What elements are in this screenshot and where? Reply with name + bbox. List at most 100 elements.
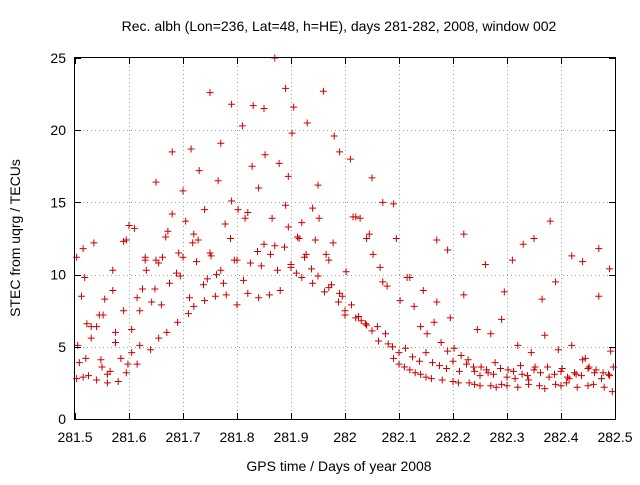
data-point xyxy=(176,272,184,280)
data-point xyxy=(368,327,376,335)
data-point xyxy=(136,341,144,349)
data-point xyxy=(95,311,103,319)
data-point xyxy=(573,383,581,391)
data-point xyxy=(155,334,163,342)
data-point xyxy=(578,372,586,380)
data-point xyxy=(536,369,544,377)
data-point xyxy=(166,279,173,287)
data-point xyxy=(239,276,247,284)
data-point xyxy=(592,366,600,374)
data-point xyxy=(471,367,479,375)
data-point xyxy=(201,206,209,214)
data-point xyxy=(598,375,605,383)
y-tick-label: 0 xyxy=(58,411,66,427)
data-point xyxy=(374,337,382,345)
data-point xyxy=(379,278,387,286)
data-point xyxy=(284,223,292,231)
data-point xyxy=(365,230,373,238)
data-point xyxy=(395,349,403,357)
data-point xyxy=(446,314,454,322)
data-point xyxy=(438,376,446,384)
data-point xyxy=(222,291,230,299)
x-tick-label: 282 xyxy=(333,429,357,445)
data-point xyxy=(295,235,303,242)
data-point xyxy=(464,356,472,364)
data-point xyxy=(565,375,573,383)
data-point xyxy=(120,307,128,315)
data-point xyxy=(356,214,364,222)
data-point xyxy=(484,369,492,377)
data-point xyxy=(201,297,209,305)
data-point xyxy=(203,275,211,283)
data-point xyxy=(244,209,252,217)
data-point xyxy=(101,295,109,303)
data-point xyxy=(292,269,300,277)
data-point xyxy=(352,213,360,221)
data-point xyxy=(173,269,181,277)
data-point xyxy=(175,249,183,257)
data-point xyxy=(274,266,281,274)
data-point xyxy=(109,266,117,274)
chart-title: Rec. albh (Lon=236, Lat=48, h=HE), days … xyxy=(122,18,557,34)
data-point xyxy=(265,291,273,299)
data-point xyxy=(139,285,146,293)
data-point xyxy=(554,346,562,354)
data-point xyxy=(487,382,495,390)
data-point xyxy=(557,367,565,375)
data-point xyxy=(124,360,132,368)
data-point xyxy=(363,235,371,242)
data-point xyxy=(141,253,149,261)
data-point xyxy=(514,341,522,349)
data-point xyxy=(530,366,538,374)
data-point xyxy=(503,373,511,381)
data-point xyxy=(185,294,193,302)
x-tick-label: 281.5 xyxy=(57,429,92,445)
data-point xyxy=(546,217,554,225)
data-point xyxy=(417,323,425,331)
data-point xyxy=(90,239,98,247)
data-point xyxy=(182,217,190,225)
data-point xyxy=(319,87,327,95)
data-point xyxy=(301,253,308,261)
data-point xyxy=(606,265,614,273)
data-point xyxy=(541,331,549,339)
data-point xyxy=(325,256,333,264)
data-point xyxy=(322,250,330,258)
y-tick-label: 5 xyxy=(58,339,66,355)
data-point xyxy=(81,273,89,281)
data-point xyxy=(125,222,133,230)
data-point xyxy=(363,321,371,329)
data-point xyxy=(436,362,443,370)
data-point xyxy=(430,318,438,326)
data-point xyxy=(519,240,527,248)
data-point xyxy=(320,288,328,296)
data-point xyxy=(389,343,397,351)
data-point xyxy=(282,84,290,92)
data-point xyxy=(148,298,156,306)
x-tick-label: 282.2 xyxy=(435,429,470,445)
y-tick-labels: 0 5 10 15 20 25 xyxy=(50,50,66,427)
data-point xyxy=(276,286,284,294)
data-point xyxy=(220,279,227,287)
data-point xyxy=(136,307,144,315)
data-point xyxy=(527,349,535,357)
data-point xyxy=(228,197,236,205)
data-point xyxy=(83,320,91,328)
data-point xyxy=(427,375,435,383)
x-tick-label: 281.8 xyxy=(219,429,254,445)
data-point xyxy=(336,148,344,156)
data-point xyxy=(112,338,119,346)
data-point xyxy=(605,370,613,378)
data-point xyxy=(98,363,106,371)
data-point xyxy=(355,312,362,320)
data-point xyxy=(465,379,473,387)
data-point xyxy=(179,253,187,261)
data-point xyxy=(112,328,119,336)
data-point xyxy=(335,298,343,306)
data-point xyxy=(457,351,465,359)
data-point xyxy=(498,315,506,323)
data-point xyxy=(437,338,445,346)
data-point xyxy=(433,236,441,244)
data-point xyxy=(544,363,551,371)
data-point xyxy=(552,380,560,388)
